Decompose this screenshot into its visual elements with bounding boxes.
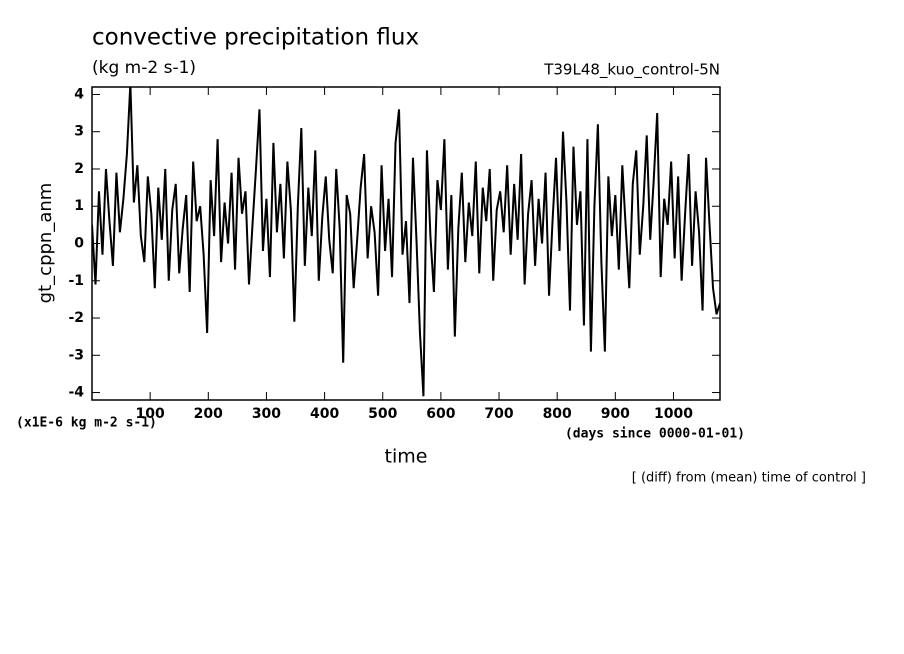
y-unit: (x1E-6 kg m-2 s-1) [16,416,157,431]
y-tick-label: 4 [74,86,84,102]
y-tick-label: -4 [68,385,84,401]
y-tick-label: 2 [74,161,84,177]
y-tick-label: -3 [68,347,84,363]
x-unit: (days since 0000-01-01) [565,427,745,442]
chart-title: convective precipitation flux [92,25,419,51]
x-tick-label: 700 [484,406,513,422]
y-tick-label: 3 [74,124,84,140]
subtitle: (kg m-2 s-1) [92,58,196,78]
x-tick-label: 300 [252,406,281,422]
x-tick-label: 1000 [654,406,693,422]
y-tick-label: -2 [68,310,84,326]
y-tick-label: -1 [68,273,84,289]
x-tick-label: 100 [136,406,165,422]
x-tick-label: 400 [310,406,339,422]
y-tick-label: 0 [74,236,84,252]
x-tick-label: 500 [368,406,397,422]
x-tick-label: 900 [601,406,630,422]
note: [ (diff) from (mean) time of control ] [632,471,866,486]
run-label: T39L48_kuo_control-5N [543,61,720,80]
x-tick-label: 800 [543,406,572,422]
x-tick-label: 200 [194,406,223,422]
y-axis-label: gt_cppn_anm [35,183,56,304]
y-tick-label: 1 [74,198,84,214]
x-tick-label: 600 [426,406,455,422]
x-axis-label: time [385,446,428,468]
data-line [92,87,720,397]
